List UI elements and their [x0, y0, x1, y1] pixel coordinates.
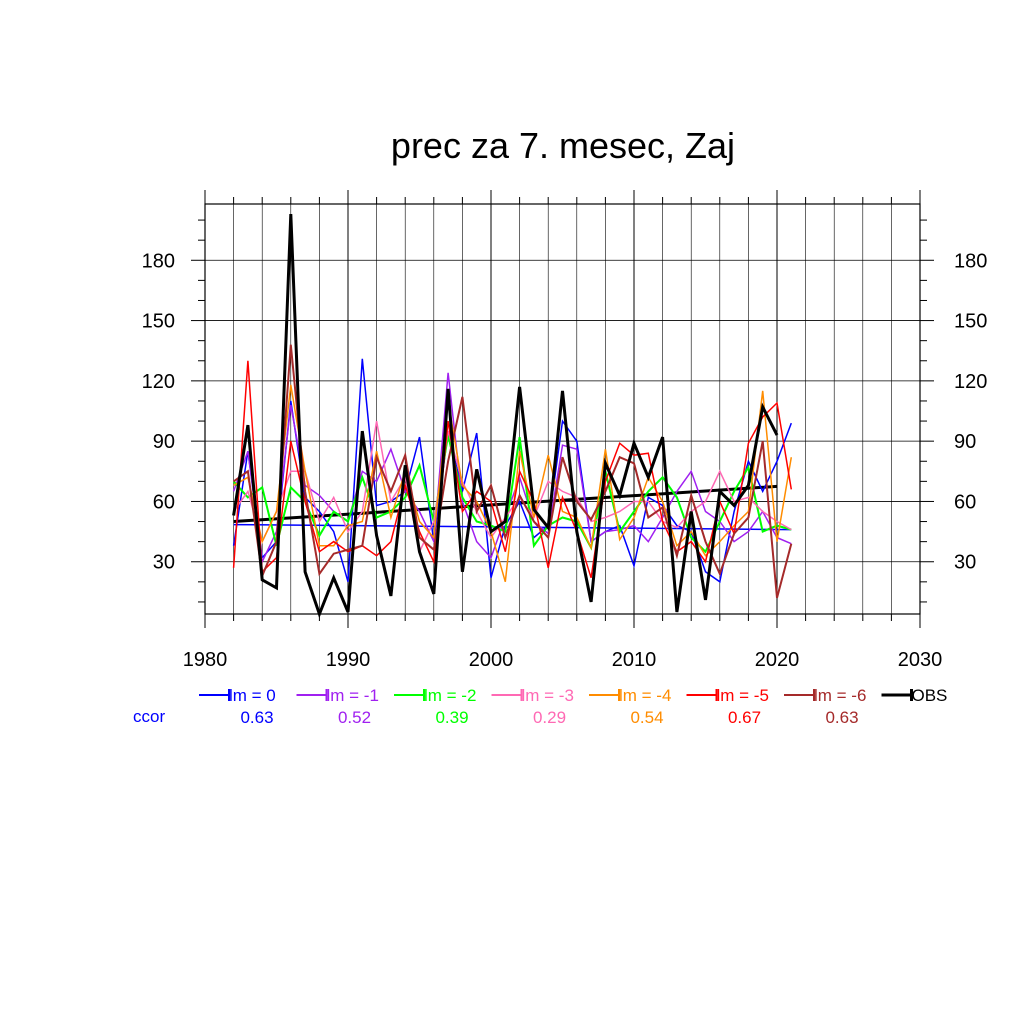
legend-item: lm = -3 0.29 — [491, 686, 574, 727]
y-tick-label-right: 150 — [954, 311, 987, 333]
legend-ccor: 0.52 — [338, 708, 371, 727]
legend-ccor: 0.54 — [630, 708, 663, 727]
series-line — [233, 344, 793, 599]
x-tick-label: 2020 — [755, 649, 800, 671]
legend-label: lm = -6 — [814, 686, 866, 705]
tick-marks — [191, 190, 934, 628]
legend-item: lm = -5 0.67 — [686, 686, 769, 727]
legend-label: lm = -3 — [522, 686, 574, 705]
legend-ccor: 0.29 — [533, 708, 566, 727]
x-tick-label: 2010 — [612, 649, 657, 671]
y-tick-label-right: 90 — [954, 431, 976, 453]
y-tick-label-left: 150 — [142, 311, 175, 333]
y-tick-label-left: 90 — [153, 431, 175, 453]
legend-item: lm = -2 0.39 — [394, 686, 476, 727]
series-6 — [233, 344, 793, 599]
legend-item: lm = -6 0.63 — [784, 686, 866, 727]
y-tick-label-left: 180 — [142, 250, 175, 272]
legend-label: lm = 0 — [229, 686, 276, 705]
ccor-label: ccor — [133, 707, 165, 726]
legend-ccor: 0.39 — [435, 708, 468, 727]
tick-labels: 1980 1990 2000 2010 2020 2030 30 30 60 60 90 90 120 1… — [142, 250, 988, 671]
y-tick-label-right: 30 — [954, 552, 976, 574]
plot-frame — [204, 203, 921, 615]
x-tick-label: 2030 — [898, 649, 943, 671]
y-tick-label-right: 60 — [954, 491, 976, 513]
grid — [204, 204, 921, 614]
legend-label: lm = -5 — [717, 686, 769, 705]
y-tick-label-left: 60 — [153, 491, 175, 513]
y-tick-label-right: 120 — [954, 371, 987, 393]
legend-item: lm = 0 0.63 — [199, 686, 276, 727]
series-line — [232, 372, 792, 565]
legend-label: OBS — [912, 686, 948, 705]
trend-line — [233, 484, 778, 524]
legend-ccor: 0.67 — [728, 708, 761, 727]
x-tick-label: 1990 — [326, 649, 371, 671]
legend-ccor: 0.63 — [240, 708, 273, 727]
legend-label: lm = -4 — [619, 686, 671, 705]
y-tick-label-left: 30 — [153, 552, 175, 574]
series-lines — [232, 213, 793, 619]
legend-item: OBS — [881, 686, 948, 705]
legend-label: lm = -2 — [424, 686, 476, 705]
x-tick-label: 1980 — [183, 649, 228, 671]
chart-title: prec za 7. mesec, Zaj — [391, 125, 735, 166]
legend: lm = 0 0.63 lm = -1 0.52 lm = -2 0.39 lm = -3 0… — [133, 686, 947, 727]
legend-item: lm = -1 0.52 — [296, 686, 379, 727]
y-tick-label-right: 180 — [954, 250, 987, 272]
legend-label: lm = -1 — [327, 686, 379, 705]
legend-item: lm = -4 0.54 — [589, 686, 671, 727]
legend-ccor: 0.63 — [825, 708, 858, 727]
x-tick-label: 2000 — [469, 649, 514, 671]
y-tick-label-left: 120 — [142, 371, 175, 393]
